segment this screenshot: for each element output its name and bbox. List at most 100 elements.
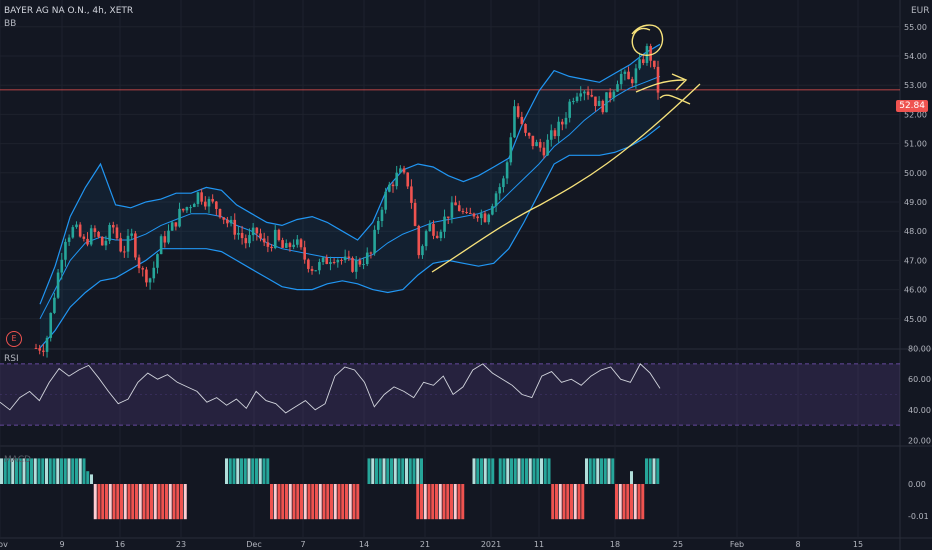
candle-body [483, 213, 487, 223]
indicator-bb-label[interactable]: BB [4, 19, 17, 29]
candle-body [163, 236, 167, 243]
candle-body [192, 203, 196, 208]
macd-bar-negative [423, 484, 427, 520]
candle-body [321, 257, 325, 263]
candle-body [336, 259, 340, 263]
candle-body [34, 348, 38, 349]
candle-body [119, 238, 122, 252]
time-tick-label: 14 [359, 540, 369, 549]
candle-body [406, 172, 410, 187]
candle-body [498, 187, 502, 194]
candle-body [439, 231, 443, 238]
macd-bar-positive [86, 471, 90, 484]
time-tick-label: 18 [610, 540, 620, 549]
arrow-annotation [635, 73, 691, 105]
candle-body [222, 217, 226, 220]
candle-body [388, 184, 391, 192]
macd-bar-positive [255, 458, 258, 484]
macd-bar-negative [116, 484, 120, 520]
candle-body [516, 106, 520, 117]
candle-body [468, 212, 472, 214]
macd-bar-negative [277, 484, 281, 520]
candle-body [601, 100, 605, 113]
candle-body [641, 59, 645, 63]
macd-label[interactable]: MACD [4, 455, 31, 465]
candle-body [365, 252, 369, 265]
price-tick-label: 48.00 [904, 227, 927, 236]
candle-body [307, 259, 310, 269]
macd-bar-negative [438, 484, 442, 520]
candle-body [288, 243, 292, 247]
macd-bar-negative [581, 484, 585, 520]
macd-bar-negative [461, 484, 465, 520]
candle-body [64, 241, 67, 260]
price-tick-label: 55.00 [904, 23, 927, 32]
macd-bar-positive [378, 458, 382, 484]
candle-body [399, 168, 402, 173]
macd-bar-negative [573, 484, 577, 520]
macd-bar-negative [348, 484, 352, 520]
candle-body [450, 202, 454, 218]
macd-bar-negative [352, 484, 356, 520]
candle-body [376, 221, 380, 230]
candle-body [310, 268, 314, 272]
time-tick-label: 2021 [481, 540, 501, 549]
candle-body [380, 209, 384, 222]
macd-bar-negative [416, 484, 420, 520]
candle-body [465, 211, 468, 213]
macd-bar-negative [453, 484, 457, 520]
macd-bar-positive [30, 458, 33, 484]
bollinger-basis [39, 75, 661, 320]
macd-bar-positive [393, 458, 397, 484]
rsi-pane: 20.00 40.00 60.00 80.00 [0, 345, 931, 445]
macd-bar-positive [236, 458, 240, 484]
candle-body [189, 207, 192, 209]
rsi-tick-label: 20.00 [908, 436, 931, 445]
macd-bar-negative [93, 484, 97, 520]
rsi-label[interactable]: RSI [4, 354, 19, 364]
price-tick-label: 47.00 [904, 256, 927, 265]
candle-body [653, 60, 656, 67]
macd-bar-positive [611, 458, 615, 484]
macd-bar-negative [626, 484, 630, 520]
macd-bar-positive [540, 458, 543, 484]
macd-bar-positive [506, 458, 510, 484]
macd-bar-positive [521, 458, 525, 484]
macd-bar-positive [528, 458, 532, 484]
macd-bar-negative [303, 484, 307, 520]
macd-bar-positive [75, 458, 78, 484]
candle-body [137, 257, 141, 269]
x-axis: Nov 9 16 23 Dec 7 14 21 2021 11 18 25 Feb 8 15 [0, 540, 863, 549]
candle-body [266, 242, 270, 247]
candle-body [141, 268, 145, 270]
macd-bar-positive [408, 458, 412, 484]
candle-body [215, 201, 218, 209]
candle-body [538, 142, 542, 148]
macd-bar-positive [525, 458, 528, 484]
candle-body [402, 168, 406, 173]
earnings-badge[interactable]: E [6, 331, 22, 347]
macd-bar-positive [600, 458, 603, 484]
macd-bar-positive [536, 458, 540, 484]
price-tick-label: 54.00 [904, 52, 927, 61]
time-tick-label: 23 [176, 540, 186, 549]
candle-body [638, 59, 641, 69]
macd-bar-positive [483, 458, 487, 484]
candle-body [174, 222, 178, 227]
candle-body [329, 262, 332, 264]
candle-body [318, 262, 321, 271]
candle-body [200, 192, 203, 202]
price-tick-label: 49.00 [904, 198, 927, 207]
candle-body [262, 238, 266, 243]
candle-body [97, 231, 100, 237]
candle-body [273, 229, 277, 249]
macd-bar-negative [108, 484, 112, 520]
macd-bar-negative [270, 484, 273, 520]
candle-body [590, 95, 594, 97]
macd-bar-positive [52, 458, 56, 484]
candle-body [597, 100, 601, 107]
candle-body [428, 223, 432, 232]
candle-body [325, 257, 329, 264]
macd-bar-positive [3, 458, 7, 484]
